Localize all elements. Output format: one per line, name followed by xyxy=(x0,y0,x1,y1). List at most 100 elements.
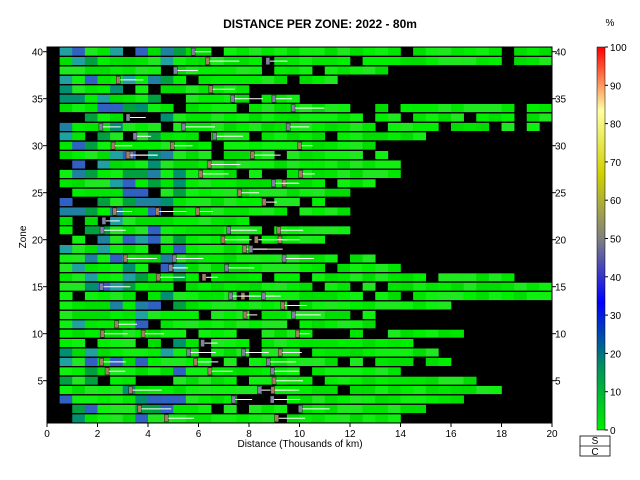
heatmap-cell xyxy=(173,198,187,207)
heatmap-cell xyxy=(312,320,326,329)
heatmap-cell xyxy=(375,263,389,272)
heatmap-cell xyxy=(72,301,86,310)
heatmap-cell xyxy=(84,395,98,404)
heatmap-cell xyxy=(185,235,199,244)
heatmap-cell xyxy=(135,141,149,150)
heatmap-cell xyxy=(84,226,98,235)
heatmap-cell xyxy=(223,404,237,413)
heatmap-cell xyxy=(526,57,540,66)
heatmap-cell xyxy=(122,216,136,225)
hotspot-mark xyxy=(116,76,121,84)
heatmap-cell xyxy=(72,122,86,131)
hotspot-mark xyxy=(230,395,236,404)
heatmap-cell xyxy=(312,47,326,56)
heatmap-cell xyxy=(261,75,275,84)
heatmap-cell xyxy=(387,414,401,423)
heatmap-cell xyxy=(299,263,313,272)
heatmap-cell xyxy=(274,282,288,291)
heatmap-cell xyxy=(173,329,187,338)
heatmap-cell xyxy=(173,245,187,254)
heatmap-cell xyxy=(324,66,338,75)
heatmap-cell xyxy=(185,292,199,301)
heatmap-cell xyxy=(223,310,237,319)
heatmap-cell xyxy=(84,367,98,376)
heatmap-cell xyxy=(312,386,326,395)
heatmap-cell xyxy=(97,113,111,122)
heatmap-cell xyxy=(160,263,174,272)
heatmap-cell xyxy=(261,104,275,113)
heatmap-cell xyxy=(375,273,389,282)
heatmap-cell xyxy=(337,57,351,66)
heatmap-cell xyxy=(337,160,351,169)
heatmap-cell xyxy=(236,122,250,131)
heatmap-cell xyxy=(185,282,199,291)
heatmap-cell xyxy=(312,273,326,282)
heatmap-cell xyxy=(148,395,161,404)
hotspot-mark xyxy=(155,273,161,282)
heatmap-cell xyxy=(211,263,225,272)
heatmap-cell xyxy=(312,414,326,423)
heatmap-cell xyxy=(312,395,326,404)
heatmap-cell xyxy=(198,404,212,413)
heatmap-cell xyxy=(324,301,338,310)
heatmap-cell xyxy=(400,273,414,282)
heatmap-cell xyxy=(223,207,237,216)
heatmap-cell xyxy=(350,357,363,366)
hotspot-mark xyxy=(285,123,291,131)
heatmap-cell xyxy=(72,414,86,423)
legend-entry-c: C xyxy=(591,447,598,458)
heatmap-cell xyxy=(135,216,149,225)
heatmap-cell xyxy=(97,292,111,301)
heatmap-cell xyxy=(160,292,174,301)
heatmap-cell xyxy=(476,282,490,291)
heatmap-cell xyxy=(135,367,149,376)
heatmap-cell xyxy=(198,386,212,395)
heatmap-cell xyxy=(476,292,490,301)
heatmap-cell xyxy=(198,188,212,197)
heatmap-cell xyxy=(135,301,149,310)
heatmap-cell xyxy=(362,367,376,376)
heatmap-cell xyxy=(387,348,401,357)
heatmap-cell xyxy=(451,273,464,282)
heatmap-cell xyxy=(312,122,326,131)
heatmap-cell xyxy=(375,57,389,66)
x-tick-label: 10 xyxy=(294,429,306,440)
heatmap-cell xyxy=(110,348,124,357)
hotspot-mark xyxy=(290,104,296,112)
heatmap-cell xyxy=(337,348,351,357)
heatmap-cell xyxy=(223,386,237,395)
heatmap-cell xyxy=(211,414,225,423)
heatmap-cell xyxy=(110,235,124,244)
heatmap-cell xyxy=(148,47,161,56)
heatmap-cell xyxy=(110,188,124,197)
heatmap-cell xyxy=(387,263,401,272)
heatmap-cell xyxy=(362,301,376,310)
heatmap-cell xyxy=(59,395,73,404)
heatmap-cell xyxy=(312,160,326,169)
heatmap-cell xyxy=(72,141,86,150)
heatmap-cell xyxy=(261,188,275,197)
heatmap-cell xyxy=(350,339,363,348)
heatmap-cell xyxy=(413,104,427,113)
heatmap-cell xyxy=(514,57,528,66)
heatmap-cell xyxy=(362,348,376,357)
heatmap-cell xyxy=(59,310,73,319)
heatmap-cell xyxy=(84,282,98,291)
heatmap-cell xyxy=(72,75,86,84)
colorbar-tick-label: 50 xyxy=(610,235,622,246)
hotspot-mark xyxy=(277,348,283,357)
heatmap-cell xyxy=(110,66,124,75)
heatmap-cell xyxy=(135,160,149,169)
heatmap-cell xyxy=(122,329,136,338)
heatmap-cell xyxy=(160,198,174,207)
heatmap-cell xyxy=(350,263,363,272)
heatmap-cell xyxy=(438,395,452,404)
heatmap-cell xyxy=(488,47,502,56)
heatmap-cell xyxy=(110,132,124,141)
heatmap-cell xyxy=(375,376,389,385)
hotspot-mark xyxy=(206,160,212,169)
heatmap-cell xyxy=(312,348,326,357)
hotspot-mark xyxy=(270,367,275,376)
heatmap-cell xyxy=(135,395,149,404)
heatmap-cell xyxy=(488,273,502,282)
